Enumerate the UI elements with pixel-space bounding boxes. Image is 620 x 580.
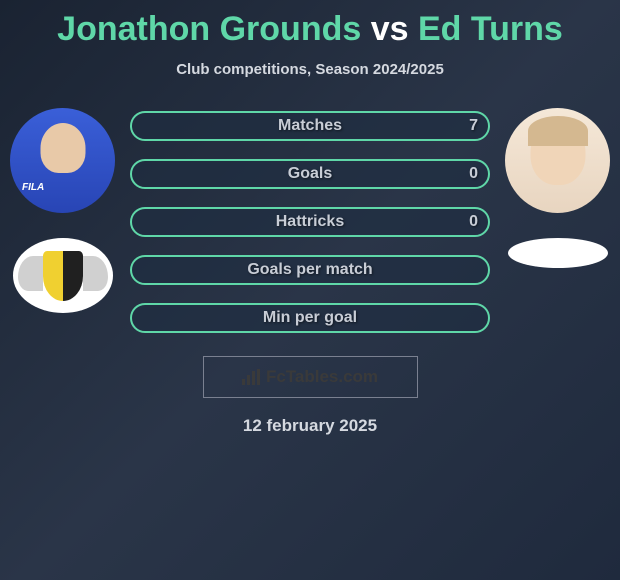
stat-label: Hattricks	[276, 213, 344, 231]
stat-row-min-per-goal: Min per goal	[130, 303, 490, 333]
stat-right-value: 0	[469, 165, 478, 183]
date-text: 12 february 2025	[243, 416, 377, 436]
stat-label: Min per goal	[263, 309, 357, 327]
player2-avatar	[505, 108, 610, 213]
watermark-box: FcTables.com	[203, 356, 418, 398]
player1-avatar	[10, 108, 115, 213]
player2-name: Ed Turns	[418, 10, 563, 48]
watermark-text: FcTables.com	[266, 367, 378, 387]
stat-row-hattricks: Hattricks 0	[130, 207, 490, 237]
player2-club-badge	[508, 238, 608, 268]
stat-label: Matches	[278, 117, 342, 135]
stat-right-value: 0	[469, 213, 478, 231]
right-column	[505, 103, 610, 268]
subtitle: Club competitions, Season 2024/2025	[176, 61, 444, 78]
stats-column: Matches 7 Goals 0 Hattricks 0 Goals per …	[115, 103, 505, 341]
page-title: Jonathon Grounds vs Ed Turns	[57, 10, 563, 49]
stat-label: Goals per match	[247, 261, 372, 279]
stat-label: Goals	[288, 165, 332, 183]
bar-chart-icon	[242, 369, 260, 385]
left-column	[10, 103, 115, 313]
player1-name: Jonathon Grounds	[57, 10, 361, 48]
comparison-card: Jonathon Grounds vs Ed Turns Club compet…	[0, 0, 620, 446]
stat-row-matches: Matches 7	[130, 111, 490, 141]
vs-text: vs	[371, 10, 409, 48]
player1-club-badge	[13, 238, 113, 313]
stat-right-value: 7	[469, 117, 478, 135]
stat-row-goals: Goals 0	[130, 159, 490, 189]
stat-row-goals-per-match: Goals per match	[130, 255, 490, 285]
comparison-body: Matches 7 Goals 0 Hattricks 0 Goals per …	[0, 103, 620, 341]
